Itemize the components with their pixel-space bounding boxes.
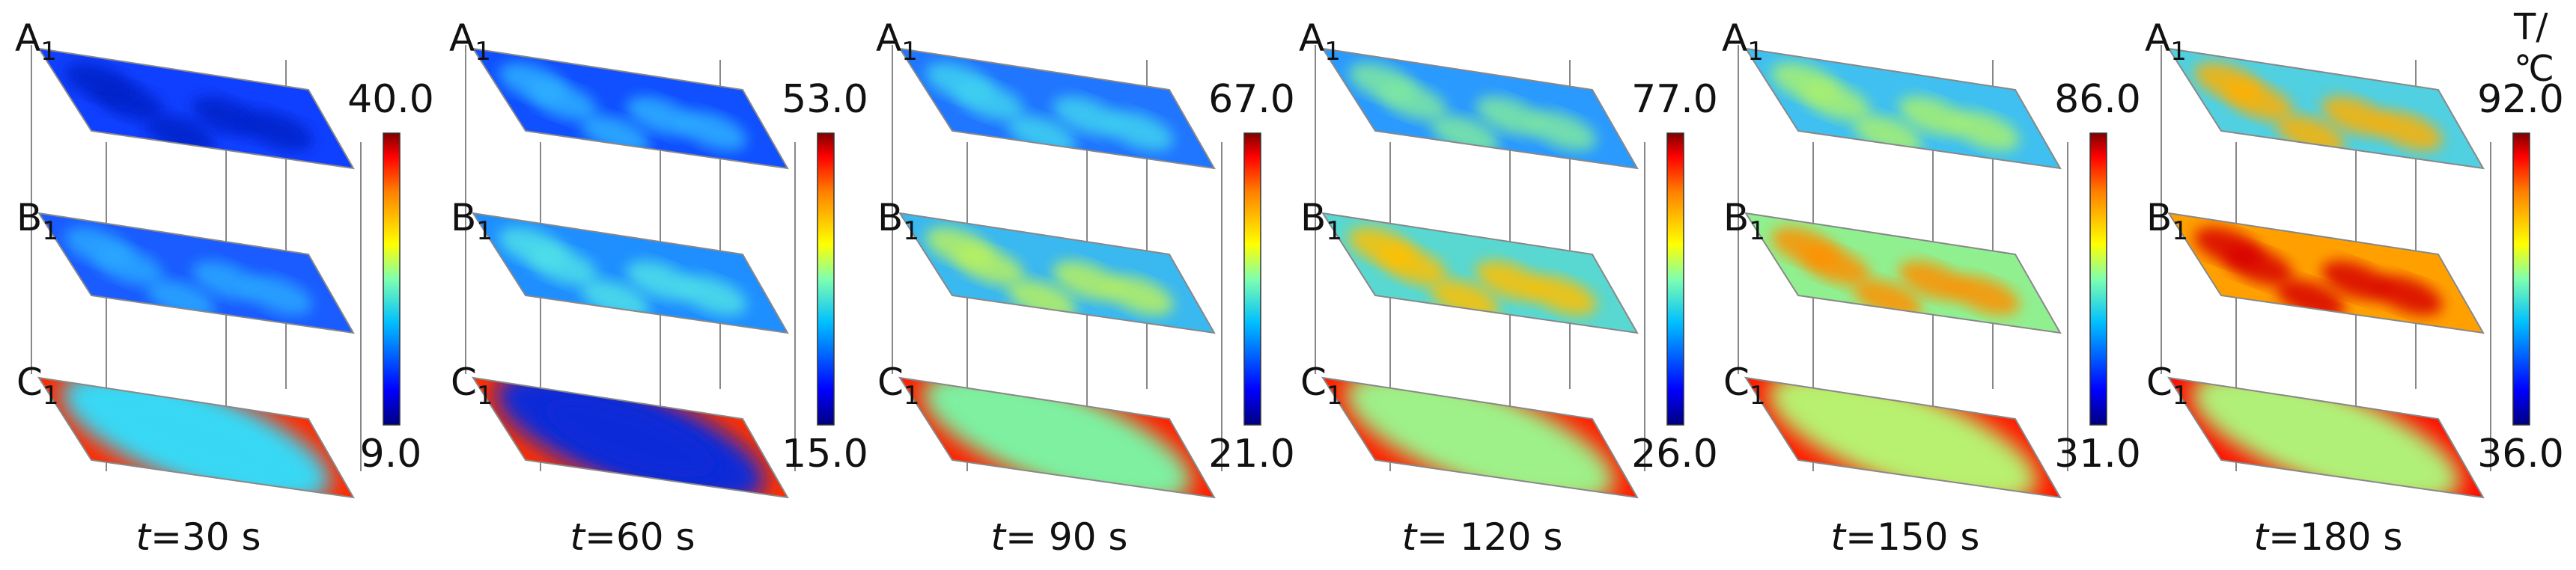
temperature-plate-a bbox=[1323, 49, 1637, 168]
temperature-plate-c bbox=[39, 378, 353, 497]
temperature-plate-b bbox=[2169, 213, 2483, 333]
layer-label: C1 bbox=[451, 361, 493, 411]
temperature-plate-c bbox=[2169, 378, 2483, 497]
layer-label: A1 bbox=[1722, 16, 1764, 67]
colorbar-min-label: 15.0 bbox=[782, 432, 868, 476]
layer-label: A1 bbox=[2145, 16, 2187, 67]
temperature-plate-b bbox=[473, 213, 788, 333]
colorbar-min-label: 9.0 bbox=[360, 432, 422, 476]
layer-label: B1 bbox=[16, 196, 58, 246]
time-caption: t=30 s bbox=[136, 515, 261, 559]
temperature-plate-b bbox=[1323, 213, 1637, 333]
temperature-plate-b bbox=[900, 213, 1214, 333]
colorbar-max-label: 67.0 bbox=[1208, 77, 1295, 122]
temperature-plate-c bbox=[900, 378, 1214, 497]
time-panel: A1 B1 C1 77.0 26.0 t= 120 s bbox=[1299, 16, 1718, 559]
temperature-plate-a bbox=[473, 49, 788, 168]
layer-label: B1 bbox=[451, 196, 493, 246]
colorbar-min-label: 26.0 bbox=[1631, 432, 1718, 476]
colorbar: 77.0 26.0 bbox=[1631, 77, 1718, 476]
time-panel: A1 B1 C1 92.0 36.0 t=180 s bbox=[2145, 16, 2564, 559]
colorbar-min-label: 21.0 bbox=[1208, 432, 1295, 476]
temperature-plate-c bbox=[473, 378, 788, 497]
temperature-plate-b bbox=[1746, 213, 2060, 333]
layer-label: A1 bbox=[876, 16, 918, 67]
time-caption: t=150 s bbox=[1831, 515, 1980, 559]
colorbar: 40.0 9.0 bbox=[347, 77, 434, 476]
colorbar-min-label: 36.0 bbox=[2477, 432, 2564, 476]
colorbar-max-label: 40.0 bbox=[347, 77, 434, 122]
layer-label: C1 bbox=[877, 361, 920, 411]
time-panel: A1 B1 C1 86.0 31.0 t=150 s bbox=[1722, 16, 2141, 559]
layer-label: C1 bbox=[1300, 361, 1343, 411]
temperature-plate-c bbox=[1323, 378, 1637, 497]
layer-label: B1 bbox=[2146, 196, 2188, 246]
colorbar-max-label: 86.0 bbox=[2054, 77, 2141, 122]
time-caption: t= 120 s bbox=[1402, 515, 1563, 559]
colorbar: 53.0 15.0 bbox=[782, 77, 868, 476]
colorbar: 67.0 21.0 bbox=[1208, 77, 1295, 476]
temperature-plate-a bbox=[39, 49, 353, 168]
temperature-plate-a bbox=[2169, 49, 2483, 168]
colorbar-min-label: 31.0 bbox=[2054, 432, 2141, 476]
time-caption: t=180 s bbox=[2254, 515, 2403, 559]
layer-label: C1 bbox=[16, 361, 59, 411]
colorbar-max-label: 92.0 bbox=[2477, 77, 2564, 122]
temperature-plate-a bbox=[1746, 49, 2060, 168]
time-panel: A1 B1 C1 53.0 15.0 t=60 s bbox=[449, 16, 868, 559]
layer-label: B1 bbox=[877, 196, 919, 246]
time-panel: A1 B1 C1 67.0 21.0 t= 90 s bbox=[876, 16, 1295, 559]
layer-label: A1 bbox=[1299, 16, 1341, 67]
time-panel: A1 B1 C1 40.0 9.0 t=30 s bbox=[15, 16, 434, 559]
layer-label: B1 bbox=[1723, 196, 1765, 246]
layer-label: C1 bbox=[2146, 361, 2189, 411]
temperature-plate-c bbox=[1746, 378, 2060, 497]
time-caption: t=60 s bbox=[570, 515, 695, 559]
colorbar: 86.0 31.0 bbox=[2054, 77, 2141, 476]
time-caption: t= 90 s bbox=[991, 515, 1128, 559]
colorbar-max-label: 77.0 bbox=[1631, 77, 1718, 122]
layer-label: A1 bbox=[15, 16, 57, 67]
colorbar-max-label: 53.0 bbox=[782, 77, 868, 122]
unit-label: T/℃ bbox=[2514, 6, 2554, 90]
colorbar: 92.0 36.0 bbox=[2477, 77, 2564, 476]
layer-label: C1 bbox=[1723, 361, 1766, 411]
temperature-plate-a bbox=[900, 49, 1214, 168]
layer-label: B1 bbox=[1300, 196, 1342, 246]
temperature-plate-b bbox=[39, 213, 353, 333]
layer-label: A1 bbox=[449, 16, 491, 67]
